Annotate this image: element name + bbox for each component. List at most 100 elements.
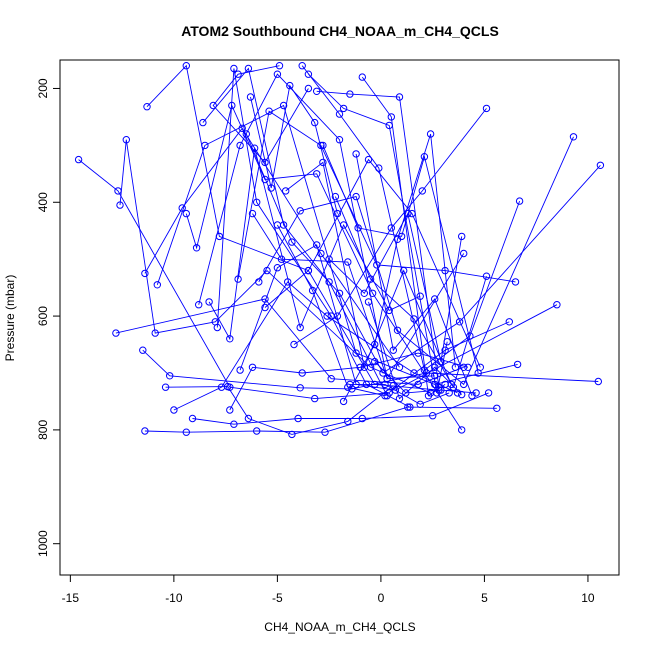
data-point — [441, 380, 449, 389]
data-point — [296, 384, 304, 392]
data-point — [395, 93, 404, 101]
data-point — [453, 389, 462, 397]
series-line — [301, 65, 521, 371]
series-line — [308, 73, 448, 393]
data-point — [213, 323, 222, 332]
series-line — [374, 361, 477, 394]
x-tick-label: -15 — [62, 591, 80, 605]
series-line — [277, 224, 510, 397]
data-point — [458, 426, 466, 434]
data-point — [112, 329, 120, 337]
data-point — [161, 383, 170, 391]
series-line — [142, 349, 599, 390]
data-point — [141, 269, 149, 278]
series-line — [216, 68, 411, 408]
chart-title: ATOM2 Southbound CH4_NOAA_m_CH4_QCLS — [181, 23, 499, 39]
data-point — [234, 70, 242, 78]
data-point — [244, 414, 253, 423]
data-point — [288, 238, 296, 246]
data-point — [395, 394, 404, 403]
series-line — [285, 161, 452, 385]
data-point — [455, 318, 464, 326]
data-point — [236, 141, 244, 150]
x-tick-label: 5 — [481, 591, 488, 605]
data-point — [410, 315, 418, 323]
data-point — [344, 258, 352, 266]
data-point — [319, 158, 327, 167]
data-point — [166, 372, 174, 380]
y-tick-label: 600 — [36, 306, 50, 326]
series-layer — [74, 61, 605, 439]
data-point — [331, 192, 340, 201]
series-line — [245, 133, 601, 374]
data-point — [460, 380, 468, 389]
data-point — [74, 155, 83, 164]
data-point — [201, 141, 209, 150]
data-point — [511, 278, 520, 286]
data-point — [151, 329, 159, 337]
data-point — [393, 235, 402, 244]
data-point — [265, 107, 273, 115]
data-point — [445, 389, 453, 397]
data-point — [236, 366, 244, 374]
y-tick-label: 400 — [36, 192, 50, 212]
data-point — [366, 275, 375, 283]
data-point — [308, 286, 317, 295]
data-point — [426, 130, 435, 138]
data-point — [294, 414, 302, 423]
x-axis: -15 -10 -5 0 5 10 — [62, 575, 595, 605]
data-point — [261, 175, 269, 184]
series-line — [250, 84, 338, 214]
data-point — [371, 357, 379, 366]
data-point — [323, 312, 331, 320]
data-point — [273, 221, 282, 229]
data-point — [313, 87, 321, 96]
data-point — [209, 101, 217, 110]
data-point — [406, 403, 414, 411]
data-point — [333, 312, 342, 320]
data-point — [482, 272, 491, 280]
data-point — [482, 104, 491, 113]
data-point — [354, 224, 362, 232]
data-point — [253, 427, 261, 435]
data-point — [230, 420, 238, 428]
data-point — [381, 392, 389, 400]
data-point — [375, 164, 383, 172]
data-point — [352, 192, 360, 201]
data-point — [358, 414, 366, 423]
series-line — [146, 64, 439, 391]
series-line — [328, 212, 463, 362]
data-point — [339, 104, 348, 113]
data-point — [255, 278, 263, 286]
data-point — [279, 101, 288, 110]
data-point — [290, 340, 298, 349]
series-line — [355, 153, 473, 396]
data-point — [248, 363, 257, 371]
data-point — [116, 201, 124, 209]
data-point — [182, 428, 191, 436]
data-point — [389, 346, 397, 354]
series-line — [229, 352, 469, 411]
series-line — [202, 67, 388, 396]
data-point — [364, 298, 373, 306]
data-point — [282, 187, 290, 195]
data-point — [371, 340, 379, 349]
data-point — [505, 318, 513, 326]
data-point — [437, 386, 445, 394]
data-point — [192, 244, 201, 252]
plot-frame — [59, 59, 620, 576]
data-point — [286, 81, 294, 90]
data-point — [313, 241, 321, 249]
data-point — [381, 380, 389, 389]
data-point — [460, 249, 468, 258]
data-point — [472, 389, 480, 397]
data-point — [182, 209, 191, 218]
y-axis: 200 400 600 800 1000 — [36, 78, 60, 557]
data-point — [400, 266, 408, 275]
data-point — [230, 64, 238, 73]
data-point — [226, 406, 234, 414]
data-point — [339, 221, 348, 229]
data-point — [431, 295, 439, 303]
data-point — [122, 136, 131, 144]
x-tick-label: -5 — [272, 591, 283, 605]
